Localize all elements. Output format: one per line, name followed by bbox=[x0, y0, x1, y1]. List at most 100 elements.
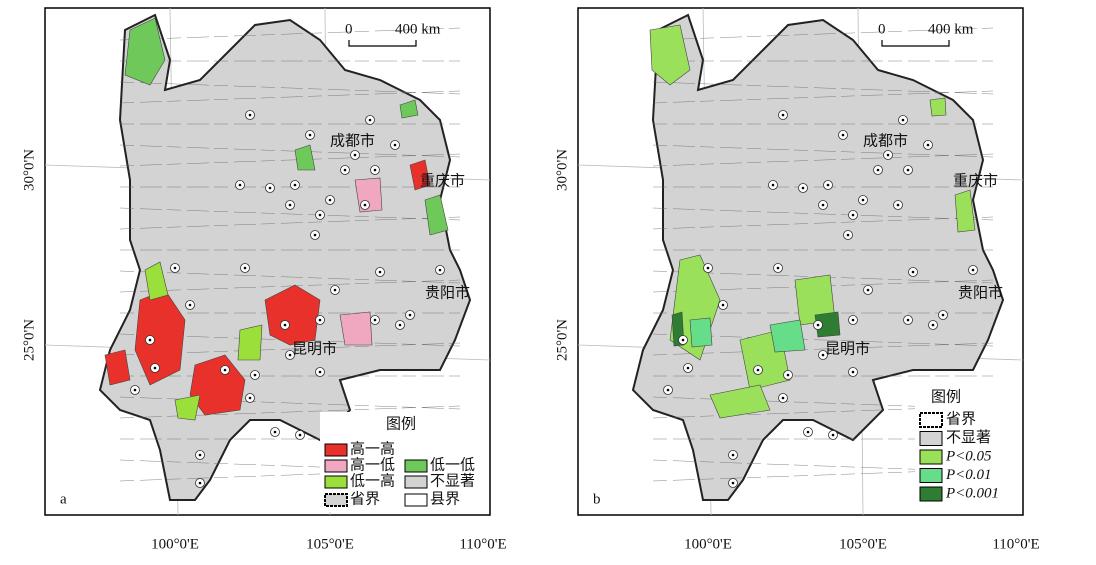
cluster-area bbox=[954, 189, 976, 233]
county-line bbox=[119, 396, 461, 410]
cluster-area bbox=[339, 311, 373, 346]
legend-title: 图例 bbox=[386, 415, 416, 432]
city-dot bbox=[318, 318, 322, 322]
cluster-area bbox=[189, 354, 246, 416]
city-dot bbox=[851, 318, 855, 322]
city-dot bbox=[173, 266, 177, 270]
city-dot bbox=[248, 396, 252, 400]
legend-swatch bbox=[404, 475, 428, 489]
cluster-area bbox=[709, 384, 771, 419]
city-label: 重庆市 bbox=[953, 172, 998, 189]
city-dot bbox=[438, 268, 442, 272]
legend-label: 高一低 bbox=[350, 456, 395, 473]
cluster-area bbox=[769, 319, 806, 353]
city-dot bbox=[821, 353, 825, 357]
legend-swatch bbox=[404, 493, 428, 507]
city-label: 昆明市 bbox=[825, 340, 870, 357]
city-dot bbox=[666, 388, 670, 392]
legend-swatch bbox=[324, 475, 348, 489]
county-line bbox=[119, 216, 461, 230]
scale-zero: 0 bbox=[878, 21, 886, 37]
city-dot bbox=[781, 396, 785, 400]
city-dot bbox=[831, 433, 835, 437]
legend-label: 不显著 bbox=[430, 472, 475, 489]
city-dot bbox=[393, 143, 397, 147]
city-dot bbox=[343, 168, 347, 172]
county-line bbox=[119, 207, 461, 221]
cluster-area bbox=[104, 349, 131, 386]
city-dot bbox=[931, 323, 935, 327]
city-dot bbox=[198, 453, 202, 457]
county-line bbox=[652, 153, 994, 167]
lon-label: 105°0'E bbox=[839, 536, 887, 552]
city-dot bbox=[333, 288, 337, 292]
city-dot bbox=[293, 183, 297, 187]
city-dot bbox=[378, 270, 382, 274]
city-dot bbox=[846, 233, 850, 237]
county-line bbox=[119, 153, 461, 167]
city-dot bbox=[781, 113, 785, 117]
cluster-area bbox=[264, 284, 321, 346]
lon-label: 110°0'E bbox=[459, 536, 506, 552]
legend-swatch bbox=[919, 486, 943, 502]
city-dot bbox=[756, 368, 760, 372]
legend-swatch bbox=[919, 449, 943, 465]
city-dot bbox=[288, 203, 292, 207]
legend-swatch bbox=[919, 412, 943, 428]
city-dot bbox=[188, 303, 192, 307]
city-dot bbox=[801, 186, 805, 190]
legend-label: 低一高 bbox=[350, 472, 395, 489]
city-dot bbox=[248, 113, 252, 117]
county-line bbox=[652, 144, 994, 158]
city-label: 成都市 bbox=[863, 132, 908, 149]
city-dot bbox=[223, 368, 227, 372]
city-dot bbox=[288, 353, 292, 357]
county-line bbox=[119, 144, 461, 158]
legend-label: 省界 bbox=[350, 490, 380, 507]
city-label: 昆明市 bbox=[292, 340, 337, 357]
city-dot bbox=[971, 268, 975, 272]
lon-label: 105°0'E bbox=[306, 536, 354, 552]
cluster-area bbox=[409, 159, 431, 191]
city-label: 重庆市 bbox=[420, 172, 465, 189]
study-region bbox=[631, 13, 1005, 501]
lat-label: 30°0'N bbox=[21, 149, 37, 191]
county-line bbox=[652, 207, 994, 221]
city-dot bbox=[731, 453, 735, 457]
legend-title: 图例 bbox=[931, 388, 961, 405]
city-dot bbox=[268, 186, 272, 190]
county-line bbox=[119, 90, 461, 104]
county-line bbox=[652, 90, 994, 104]
legend-swatch bbox=[404, 459, 428, 473]
city-dot bbox=[911, 270, 915, 274]
city-dot bbox=[368, 118, 372, 122]
city-dot bbox=[806, 430, 810, 434]
cluster-area bbox=[689, 317, 713, 348]
city-dot bbox=[686, 366, 690, 370]
scale-bar bbox=[881, 40, 950, 47]
cluster-area bbox=[174, 394, 201, 421]
legend-label: 低一低 bbox=[430, 456, 475, 473]
city-dot bbox=[313, 233, 317, 237]
city-dot bbox=[826, 183, 830, 187]
city-dot bbox=[253, 373, 257, 377]
legend-label: P<0.05 bbox=[945, 448, 992, 464]
city-dot bbox=[408, 313, 412, 317]
panel-label: b bbox=[593, 491, 601, 507]
city-dot bbox=[153, 366, 157, 370]
county-line bbox=[119, 279, 461, 293]
legend-swatch bbox=[919, 431, 943, 446]
county-line bbox=[119, 27, 461, 41]
cluster-area bbox=[144, 261, 169, 301]
legend-label: P<0.01 bbox=[945, 467, 992, 483]
lat-label: 25°0'N bbox=[554, 319, 570, 361]
county-line bbox=[119, 270, 461, 284]
city-dot bbox=[786, 373, 790, 377]
cluster-area bbox=[399, 99, 419, 119]
city-dot bbox=[363, 203, 367, 207]
county-line bbox=[652, 27, 994, 41]
cluster-area bbox=[124, 17, 166, 86]
